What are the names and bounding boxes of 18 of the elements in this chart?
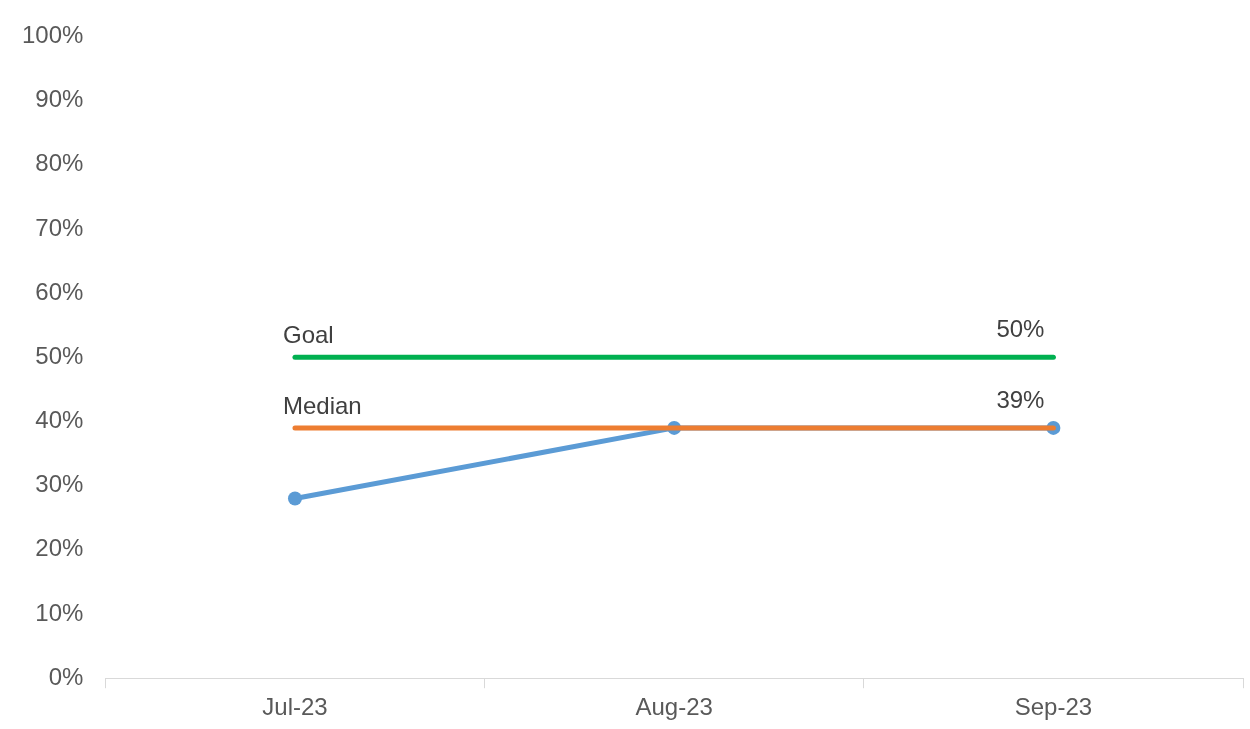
data-label: 39% — [996, 385, 1045, 413]
data-label: 50% — [996, 315, 1045, 343]
x-tick-label: Aug-23 — [635, 693, 713, 721]
y-tick-label: 10% — [35, 598, 84, 626]
y-tick-label: 40% — [35, 406, 84, 434]
x-tick-label: Sep-23 — [1014, 693, 1093, 721]
y-tick-label: 90% — [35, 85, 84, 113]
y-tick-label: 0% — [48, 662, 84, 690]
y-tick-label: 50% — [35, 341, 84, 369]
y-tick-label: 30% — [35, 470, 84, 498]
y-tick-label: 100% — [21, 21, 84, 49]
y-tick-label: 80% — [35, 149, 84, 177]
x-tick-label: Jul-23 — [262, 693, 328, 721]
y-tick-label: 60% — [35, 277, 84, 305]
series-label: Goal — [282, 321, 334, 349]
series-label: Median — [282, 391, 362, 419]
y-tick-label: 70% — [35, 213, 84, 241]
y-tick-label: 20% — [35, 534, 84, 562]
